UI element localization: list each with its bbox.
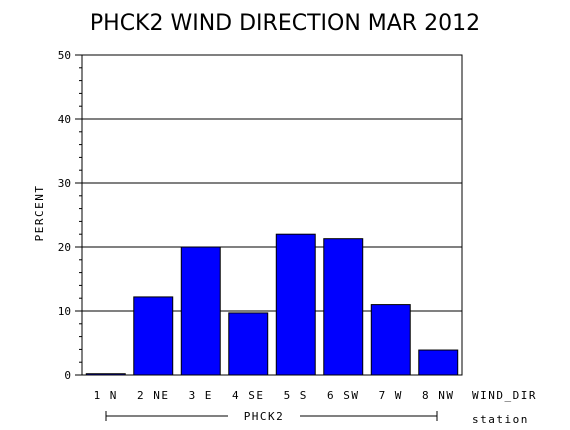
x-axis-label: WIND_DIR	[472, 389, 537, 402]
grid-lines	[82, 118, 462, 312]
bar	[275, 233, 316, 376]
bars	[85, 233, 459, 376]
y-axis-ticks	[75, 54, 82, 376]
y-tick-label: 50	[58, 49, 71, 62]
x-tick-label: 7 W	[379, 389, 403, 402]
x-tick-label: 6 SW	[327, 389, 360, 402]
station-axis-label: station	[472, 413, 529, 426]
y-axis-label: PERCENT	[33, 185, 46, 242]
bar	[228, 312, 269, 376]
bar	[180, 246, 221, 376]
chart-title: PHCK2 WIND DIRECTION MAR 2012	[90, 11, 480, 36]
y-axis-tick-labels: 0 10 20 30 40 50	[58, 49, 71, 382]
station-group-bracket	[105, 411, 438, 421]
bar	[323, 238, 364, 376]
x-tick-label: 5 S	[284, 389, 308, 402]
y-tick-label: 40	[58, 113, 71, 126]
y-tick-label: 20	[58, 241, 71, 254]
y-tick-label: 10	[58, 305, 71, 318]
y-tick-label: 30	[58, 177, 71, 190]
bar	[133, 296, 174, 376]
x-tick-label: 4 SE	[232, 389, 265, 402]
station-group-label: PHCK2	[244, 410, 285, 423]
bar	[370, 304, 411, 376]
x-axis-tick-labels: 1 N 2 NE 3 E 4 SE 5 S 6 SW 7 W 8 NW	[94, 389, 455, 402]
x-tick-label: 1 N	[94, 389, 118, 402]
x-tick-label: 8 NW	[422, 389, 455, 402]
x-tick-label: 2 NE	[137, 389, 170, 402]
x-tick-label: 3 E	[189, 389, 213, 402]
plot-frame	[81, 54, 463, 376]
y-tick-label: 0	[64, 369, 71, 382]
bar	[418, 349, 459, 376]
